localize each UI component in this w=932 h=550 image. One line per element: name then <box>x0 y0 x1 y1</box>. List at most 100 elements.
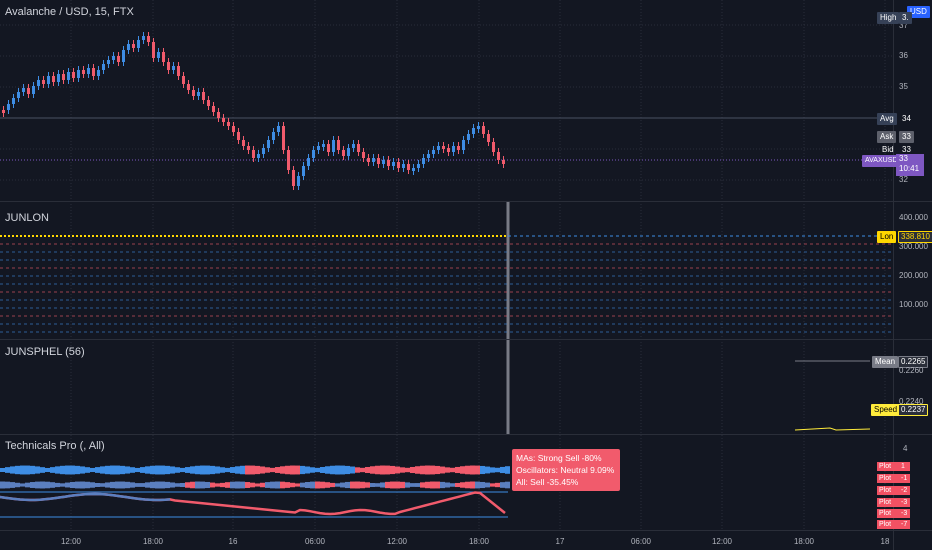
candle-body <box>482 126 485 134</box>
technicals-band-2 <box>465 481 470 489</box>
technicals-band-1 <box>375 465 380 475</box>
technicals-tooltip: MAs: Strong Sell -80% Oscillators: Neutr… <box>512 449 620 491</box>
technicals-band-1 <box>425 465 430 475</box>
technicals-band-2 <box>110 481 115 489</box>
technicals-band-1 <box>440 466 445 474</box>
technicals-band-2 <box>195 481 200 489</box>
technicals-band-1 <box>245 465 250 475</box>
candle-body <box>92 68 95 76</box>
candle-body <box>127 44 130 50</box>
technicals-band-2 <box>115 481 120 489</box>
candle-body <box>272 132 275 140</box>
technicals-band-2 <box>15 482 20 488</box>
technicals-band-1 <box>5 467 10 473</box>
pane-separator[interactable] <box>0 434 932 435</box>
candle-body <box>367 158 370 162</box>
candle-body <box>252 150 255 158</box>
candle-body <box>282 126 285 150</box>
candle-body <box>17 92 20 98</box>
junlon-levels <box>0 235 893 333</box>
junlon-tick: 100.000 <box>899 300 928 309</box>
technicals-band-1 <box>185 467 190 473</box>
technicals-band-2 <box>425 481 430 489</box>
candle-body <box>287 150 290 170</box>
candle-body <box>237 132 240 140</box>
technicals-band-2 <box>370 483 375 487</box>
candle-body <box>97 70 100 76</box>
candle-body <box>412 168 415 171</box>
candle-body <box>332 140 335 152</box>
technicals-band-2 <box>10 482 15 488</box>
candle-body <box>432 150 435 154</box>
technicals-band-2 <box>135 483 140 487</box>
technicals-band-1 <box>450 467 455 473</box>
junlon-tick: 300.000 <box>899 242 928 251</box>
technicals-band-2 <box>285 482 290 488</box>
technicals-band-2 <box>20 483 25 487</box>
plot-tag: Plot 1 <box>877 462 910 471</box>
technicals-band-1 <box>505 466 510 474</box>
candle-body <box>192 90 195 96</box>
candle-body <box>42 80 45 84</box>
speed-line <box>794 427 871 431</box>
technicals-band-2 <box>415 483 420 487</box>
candle-body <box>297 176 300 186</box>
technicals-band-2 <box>105 482 110 488</box>
candle-body <box>177 66 180 76</box>
technicals-all-line-up <box>0 492 171 502</box>
technicals-band-1 <box>470 465 475 475</box>
price-candles[interactable] <box>2 32 505 190</box>
candle-body <box>492 142 495 152</box>
technicals-band-1 <box>225 467 230 473</box>
technicals-band-2 <box>230 481 235 489</box>
technicals-band-2 <box>315 481 320 489</box>
candle-body <box>477 126 480 129</box>
technicals-band-1 <box>490 467 495 473</box>
plot-tag: Plot -3 <box>877 498 910 507</box>
technicals-band-2 <box>445 482 450 488</box>
technicals-band-1 <box>430 465 435 475</box>
technicals-band-1 <box>280 466 285 474</box>
technicals-band-2 <box>100 483 105 487</box>
plot-tag: Plot -7 <box>877 520 910 529</box>
time-tick: 12:00 <box>386 537 408 546</box>
technicals-band-1 <box>130 467 135 473</box>
technicals-band-1 <box>335 465 340 475</box>
candle-body <box>377 158 380 164</box>
technicals-band-2 <box>200 481 205 489</box>
plot-tag: Plot -2 <box>877 486 910 495</box>
pane-separator[interactable] <box>0 339 932 340</box>
technicals-band-1 <box>175 467 180 473</box>
technicals-band-1 <box>145 466 150 474</box>
technicals-band-2 <box>210 482 215 488</box>
technicals-band-1 <box>15 465 20 475</box>
technicals-band-2 <box>435 481 440 489</box>
candle-body <box>72 72 75 78</box>
pane-separator[interactable] <box>0 201 932 202</box>
technicals-band-1 <box>40 467 45 473</box>
candle-body <box>87 68 90 74</box>
technicals-band-1 <box>45 467 50 473</box>
technicals-band-1 <box>60 465 65 475</box>
technicals-band-2 <box>130 482 135 488</box>
technicals-band-1 <box>55 466 60 474</box>
technicals-band-1 <box>345 465 350 475</box>
technicals-band-1 <box>140 467 145 473</box>
candle-body <box>142 36 145 40</box>
technicals-band-2 <box>495 482 500 488</box>
technicals-band-1 <box>285 465 290 475</box>
candle-body <box>57 74 60 82</box>
lon-value-tag: 338.810 <box>898 231 932 243</box>
technicals-band-2 <box>5 481 10 489</box>
candle-body <box>217 112 220 118</box>
technicals-band-2 <box>140 483 145 487</box>
currency-badge[interactable]: USD <box>907 6 930 18</box>
technicals-band-1 <box>170 466 175 474</box>
technicals-band-2 <box>380 482 385 488</box>
candle-body <box>117 56 120 62</box>
technicals-band-2 <box>75 481 80 489</box>
technicals-band-1 <box>495 467 500 473</box>
technicals-band-1 <box>475 465 480 475</box>
technicals-band-1 <box>270 467 275 473</box>
